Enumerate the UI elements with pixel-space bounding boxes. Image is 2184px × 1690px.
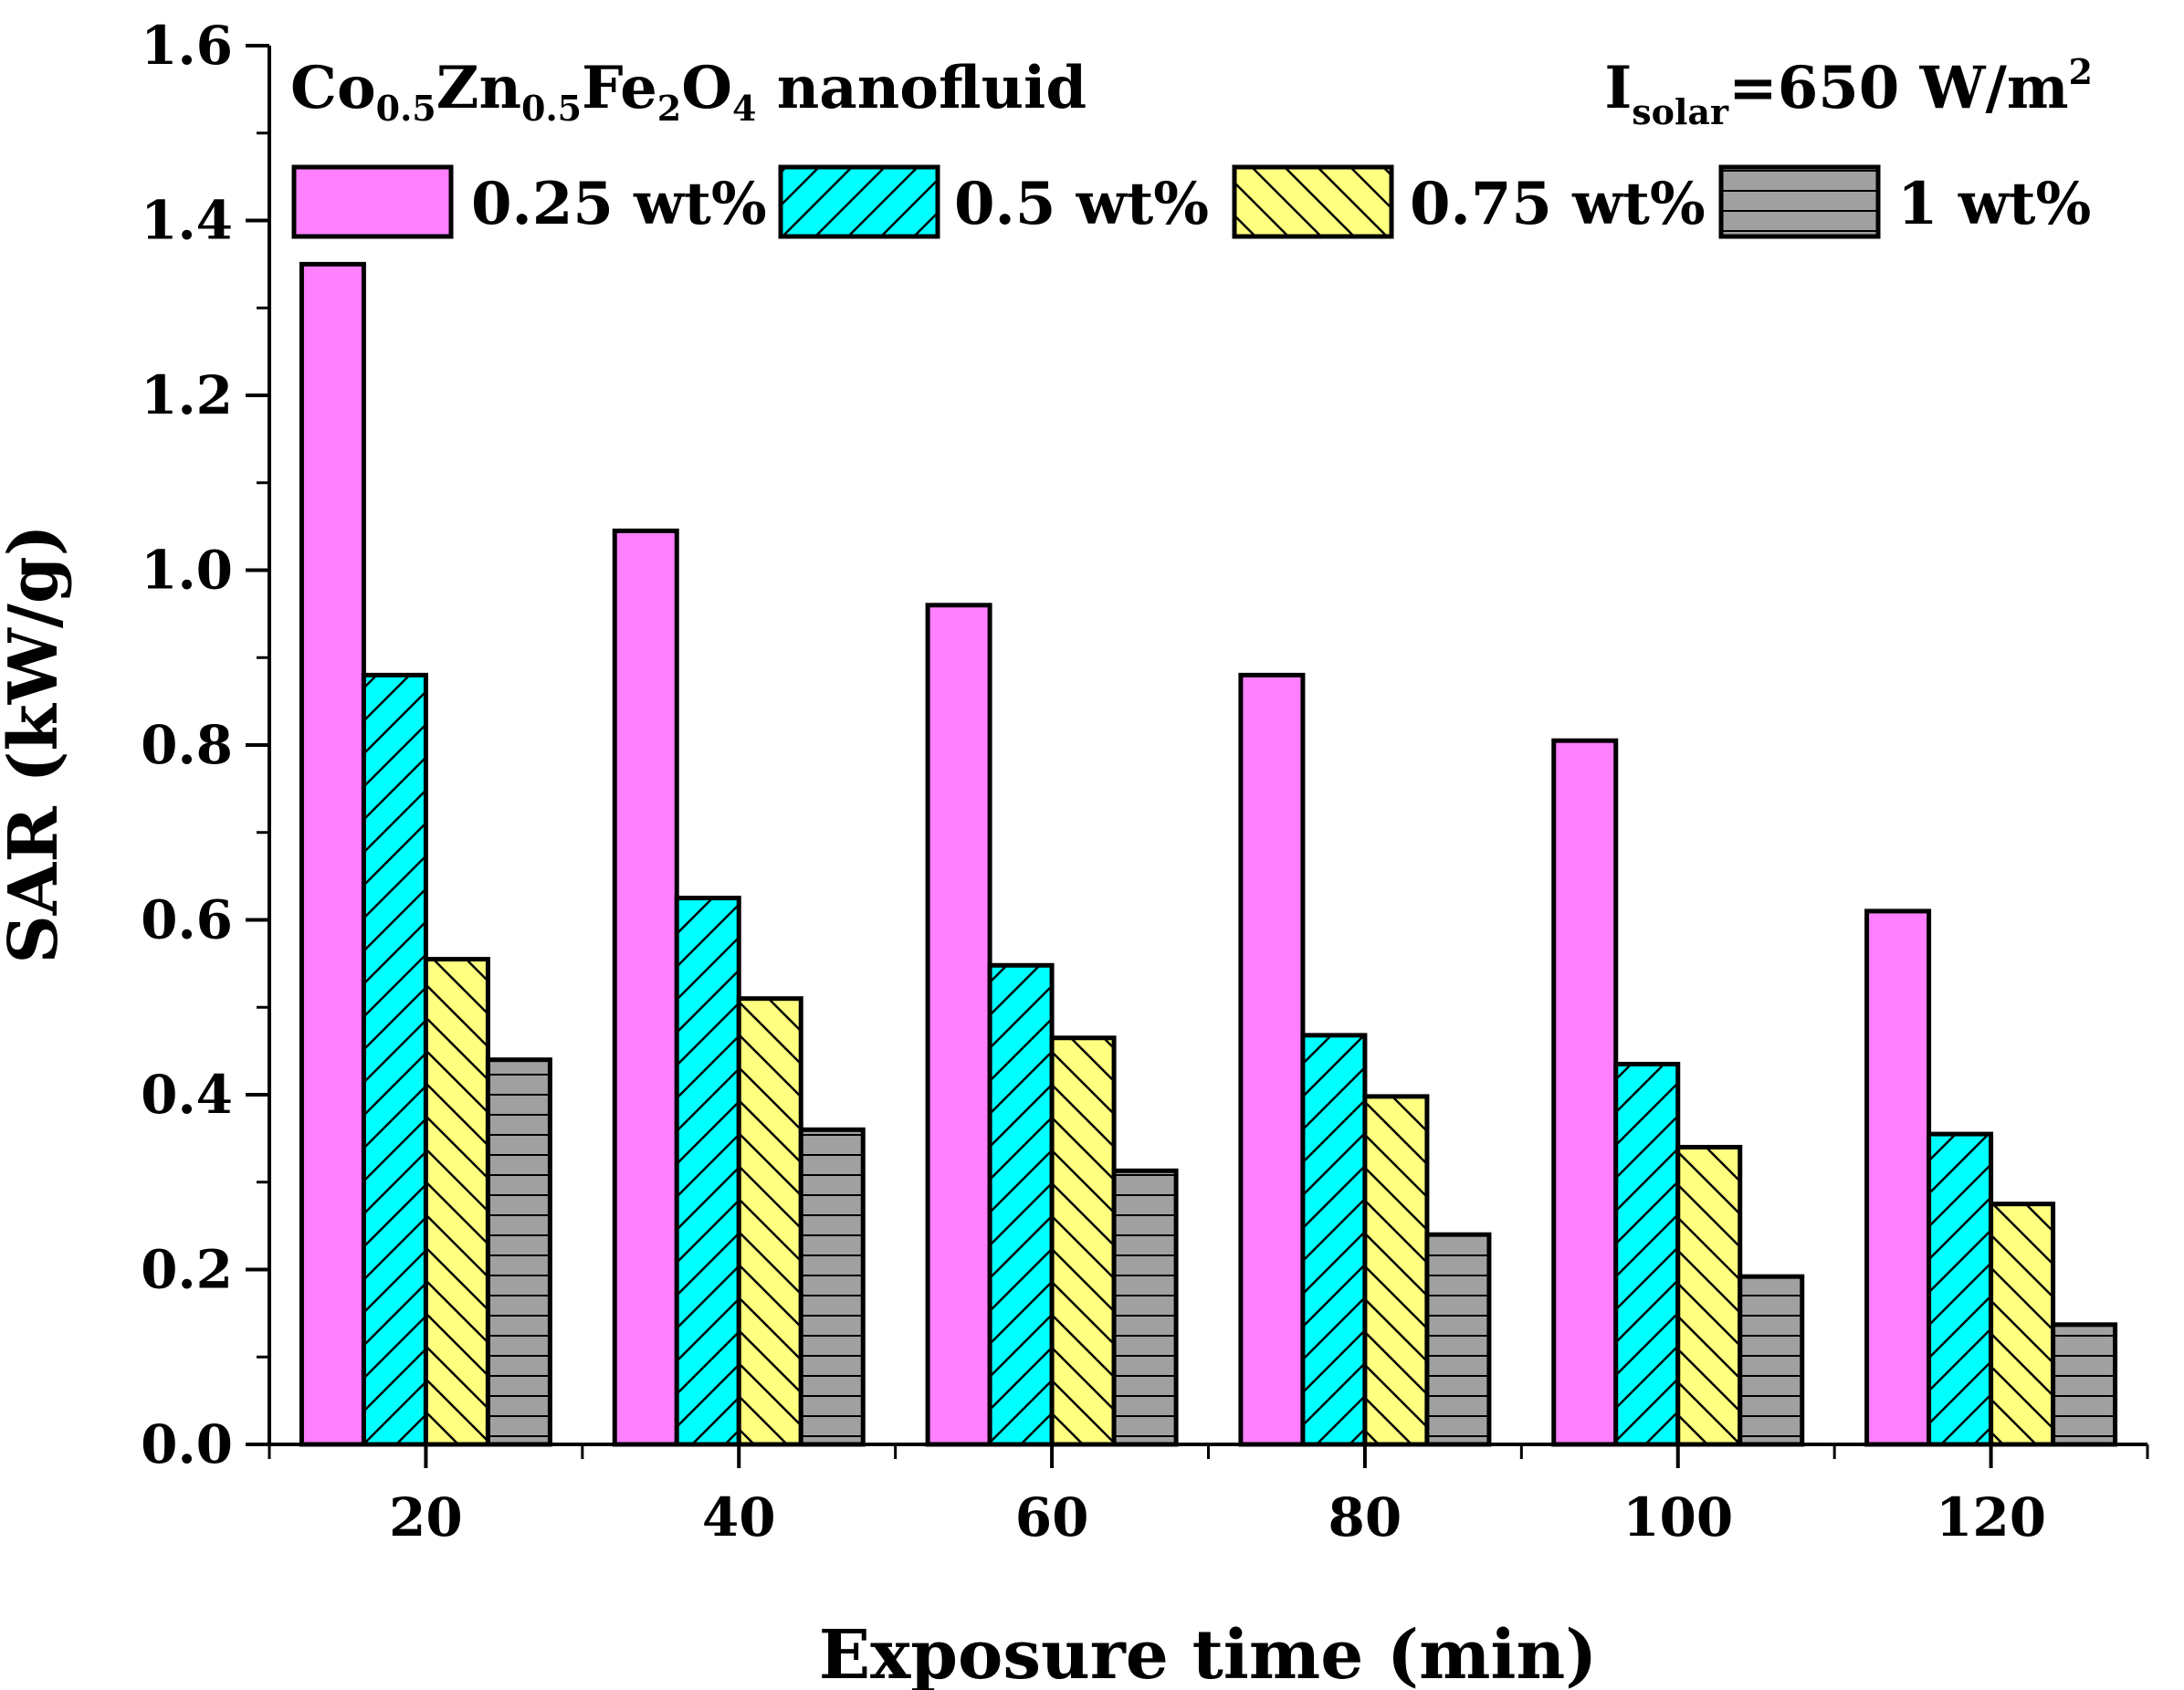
title-text: I (1604, 54, 1632, 122)
bar-pattern (1364, 1096, 1427, 1444)
legend-swatch-pattern (781, 167, 938, 236)
bar (1553, 740, 1616, 1444)
bar-pattern (1426, 1234, 1489, 1444)
bar-pattern (1677, 1147, 1740, 1444)
bar-pattern (1052, 1037, 1115, 1444)
title-text: =650 W/m (1728, 54, 2068, 122)
bar-pattern (1615, 1064, 1678, 1444)
y-axis-label: SAR (kW/g) (0, 524, 73, 963)
title-subscript: 0.5 (521, 88, 582, 129)
y-tick-label: 0.4 (141, 1064, 233, 1126)
bar-pattern (677, 897, 740, 1444)
title-text: O (681, 54, 732, 122)
x-tick-label: 40 (702, 1486, 776, 1548)
x-tick-label: 20 (389, 1486, 463, 1548)
legend-swatch-pattern (1234, 167, 1391, 236)
y-tick-label: 1.6 (141, 15, 233, 77)
bar-pattern (801, 1129, 864, 1444)
bar-pattern (1302, 1034, 1365, 1444)
x-tick-label: 80 (1328, 1486, 1402, 1548)
title-text: Co (290, 54, 376, 122)
bar (301, 264, 364, 1444)
y-tick-label: 0.2 (141, 1239, 233, 1301)
legend-label: 0.75 wt% (1410, 170, 1706, 238)
bar-pattern (425, 959, 488, 1444)
bar-pattern (1928, 1134, 1991, 1444)
legend: 0.25 wt% 0.5 wt% 0.75 wt% 1 wt% (291, 164, 2091, 239)
x-tick-label: 60 (1015, 1486, 1089, 1548)
y-ticks: 0.0 0.2 0.4 0.6 0.8 1.0 1.2 1.4 1.6 (141, 15, 269, 1475)
legend-label: 0.25 wt% (471, 170, 767, 238)
legend-swatch-outline (291, 164, 454, 239)
bar (928, 604, 991, 1444)
bar (1240, 675, 1303, 1444)
title-superscript: 2 (2069, 51, 2093, 92)
bar-pattern (2053, 1324, 2116, 1444)
bars-layer (299, 261, 2118, 1447)
y-tick-label: 1.2 (141, 364, 233, 426)
x-ticks: 20 40 60 80 100 120 (268, 1444, 2149, 1548)
title-subscript: 2 (657, 88, 681, 129)
title-subscript: solar (1632, 91, 1729, 132)
bar-pattern (1114, 1170, 1177, 1444)
bar (1866, 910, 1929, 1444)
x-tick-label: 100 (1622, 1486, 1733, 1548)
x-axis-label: Exposure time (min) (819, 1616, 1598, 1690)
title-subscript: 0.5 (376, 88, 436, 129)
y-tick-label: 1.4 (141, 190, 233, 252)
bar-pattern (1990, 1203, 2053, 1444)
legend-swatch-outline (778, 164, 940, 239)
title-text: Zn (436, 54, 521, 122)
chart-title-material: Co0.5Zn0.5Fe2O4 nanofluid (290, 54, 1087, 129)
legend-swatch-pattern (1721, 167, 1878, 236)
bar-pattern (1739, 1276, 1802, 1444)
legend-swatch (294, 167, 451, 236)
bar-pattern (739, 998, 802, 1444)
legend-swatch-outline (1718, 164, 1881, 239)
legend-label: 1 wt% (1897, 170, 2091, 238)
title-text: Fe (582, 54, 657, 122)
bar (614, 530, 677, 1444)
y-tick-label: 0.8 (141, 714, 233, 776)
title-text: nanofluid (756, 54, 1087, 122)
y-tick-label: 0.6 (141, 889, 233, 951)
chart-title-condition: Isolar=650 W/m2 (1604, 51, 2093, 132)
bar-pattern (990, 965, 1053, 1444)
bar-pattern (488, 1059, 551, 1444)
title-subscript: 4 (732, 88, 756, 129)
y-tick-label: 0.0 (141, 1413, 233, 1475)
y-tick-label: 1.0 (141, 540, 233, 602)
legend-swatch-outline (1232, 164, 1394, 239)
bar-pattern (363, 675, 426, 1444)
x-tick-label: 120 (1936, 1486, 2046, 1548)
legend-label: 0.5 wt% (954, 170, 1209, 238)
